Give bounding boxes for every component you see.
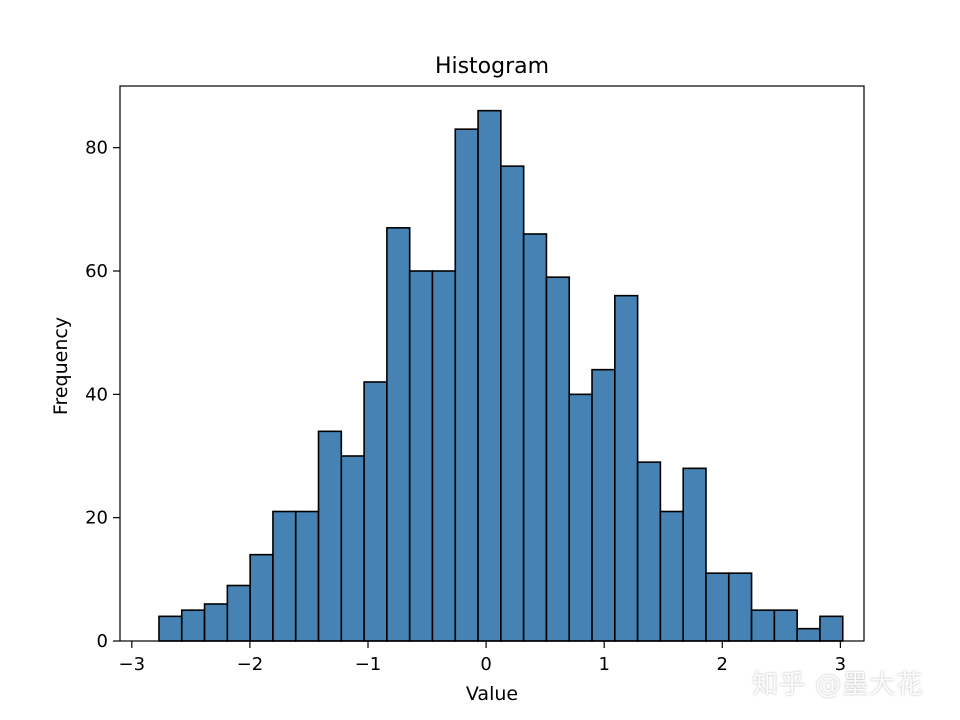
x-tick-label: 2 xyxy=(717,654,728,675)
histogram-bar xyxy=(796,627,821,642)
histogram-bar xyxy=(477,109,502,642)
x-tick-label: −3 xyxy=(119,654,146,675)
watermark-text: 知乎 @墨大花 xyxy=(752,670,924,700)
histogram-bar xyxy=(545,276,571,642)
x-tick-label: 1 xyxy=(598,654,609,675)
x-tick-label: 3 xyxy=(835,654,846,675)
y-axis-label: Frequency xyxy=(50,317,72,415)
histogram-bar xyxy=(249,553,274,642)
plot-frame xyxy=(119,85,865,642)
histogram-bar xyxy=(294,510,320,642)
histogram-bar xyxy=(158,615,183,642)
histogram-bar xyxy=(226,584,251,642)
histogram-bar xyxy=(340,455,365,642)
x-axis-ticks: −3 −2 −1 0 1 2 3 xyxy=(119,641,846,675)
histogram-bar xyxy=(659,510,684,642)
histogram-bar xyxy=(636,461,662,642)
histogram-bar xyxy=(705,572,730,642)
y-axis-ticks: 0 20 40 60 80 xyxy=(85,138,120,652)
histogram-bar xyxy=(272,510,297,642)
histogram-bar xyxy=(317,430,343,642)
y-tick-label: 60 xyxy=(85,261,108,282)
histogram-bar xyxy=(180,609,206,642)
histogram-bar xyxy=(819,615,844,642)
x-tick-label: 0 xyxy=(480,654,491,675)
histogram-bar xyxy=(591,368,616,642)
bars-group xyxy=(158,109,844,642)
histogram-bar xyxy=(568,393,593,642)
histogram-bar xyxy=(408,270,434,642)
histogram-bar xyxy=(614,294,639,642)
histogram-bar xyxy=(363,381,388,642)
x-tick-label: −2 xyxy=(237,654,264,675)
y-tick-label: 20 xyxy=(85,508,108,529)
y-tick-label: 0 xyxy=(97,631,108,652)
histogram-bar xyxy=(454,128,479,642)
x-tick-label: −1 xyxy=(355,654,382,675)
histogram-bar xyxy=(386,227,411,642)
histogram-bar xyxy=(727,572,753,642)
histogram-bar xyxy=(431,270,457,642)
histogram-bar xyxy=(203,603,229,642)
histogram-bar xyxy=(773,609,798,642)
histogram-bar xyxy=(682,467,707,642)
y-tick-label: 80 xyxy=(85,138,108,159)
histogram-bar xyxy=(500,165,525,642)
histogram-bar xyxy=(522,233,548,642)
chart-title: Histogram xyxy=(435,54,549,79)
histogram-bar xyxy=(750,609,776,642)
y-tick-label: 40 xyxy=(85,384,108,405)
x-axis-label: Value xyxy=(466,683,518,705)
